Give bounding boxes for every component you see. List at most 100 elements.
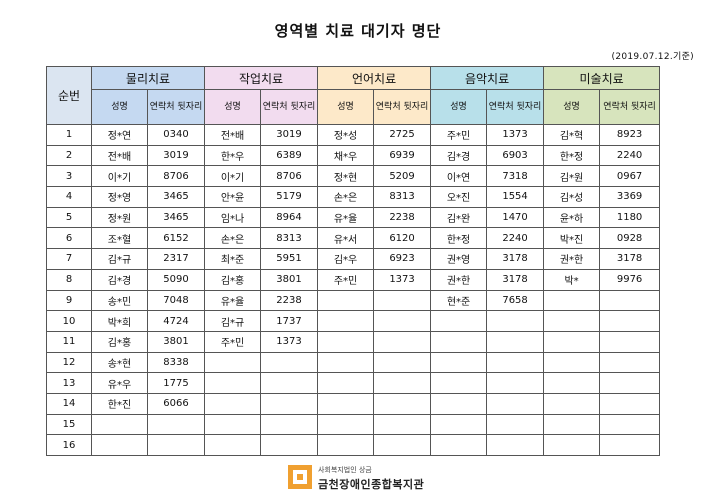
patient-name: 전*배 bbox=[204, 124, 262, 146]
patient-name: 김*규 bbox=[91, 248, 148, 270]
phone-suffix bbox=[599, 372, 661, 394]
table-row: 4 정*영 3465 안*윤 5179 손*은 8313 오*진 1554 김*성 3369 bbox=[46, 186, 661, 208]
phone-suffix: 3178 bbox=[486, 268, 545, 291]
phone-suffix: 7658 bbox=[486, 289, 545, 312]
phone-suffix bbox=[373, 289, 432, 312]
sequence-number: 7 bbox=[46, 248, 92, 270]
phone-suffix bbox=[599, 351, 661, 374]
patient-name bbox=[430, 392, 488, 415]
page-title: 영역별 치료 대기자 명단 bbox=[274, 22, 442, 40]
patient-name bbox=[543, 289, 601, 312]
table-row: 9 송*민 7048 유*율 2238 현*준 7658 bbox=[46, 289, 661, 312]
phone-suffix bbox=[486, 413, 545, 436]
phone-suffix bbox=[373, 434, 432, 456]
table-row: 11 김*홍 3801 주*민 1373 bbox=[46, 330, 661, 353]
patient-name bbox=[430, 330, 488, 353]
phone-suffix bbox=[260, 392, 319, 415]
phone-suffix: 1554 bbox=[486, 186, 545, 208]
phone-suffix: 2240 bbox=[599, 144, 661, 167]
phone-suffix: 6923 bbox=[373, 248, 432, 270]
phone-suffix: 3178 bbox=[599, 248, 661, 270]
patient-name: 주*민 bbox=[204, 330, 262, 353]
phone-suffix bbox=[486, 392, 545, 415]
phone-suffix bbox=[373, 310, 432, 332]
phone-suffix: 3465 bbox=[146, 206, 206, 229]
phone-suffix: 2725 bbox=[373, 124, 432, 146]
sequence-number: 14 bbox=[46, 392, 92, 415]
patient-name: 송*현 bbox=[91, 351, 148, 374]
patient-name: 김*경 bbox=[430, 144, 488, 167]
phone-suffix: 2238 bbox=[260, 289, 319, 312]
patient-name bbox=[543, 310, 601, 332]
patient-name: 정*원 bbox=[91, 206, 148, 229]
patient-name bbox=[204, 413, 262, 436]
phone-suffix: 3801 bbox=[146, 330, 206, 353]
phone-suffix: 8706 bbox=[260, 165, 319, 188]
phone-suffix: 3019 bbox=[260, 124, 319, 146]
phone-suffix: 1775 bbox=[146, 372, 206, 394]
phone-suffix: 8964 bbox=[260, 206, 319, 229]
phone-suffix: 1737 bbox=[260, 310, 319, 332]
phone-suffix bbox=[260, 434, 319, 456]
patient-name bbox=[430, 351, 488, 374]
logo-mark-icon bbox=[288, 465, 312, 489]
patient-name: 한*정 bbox=[430, 227, 488, 250]
phone-suffix: 7048 bbox=[146, 289, 206, 312]
phone-suffix bbox=[486, 310, 545, 332]
patient-name: 이*연 bbox=[430, 165, 488, 188]
patient-name bbox=[430, 434, 488, 456]
patient-name bbox=[430, 372, 488, 394]
phone-suffix: 7318 bbox=[486, 165, 545, 188]
phone-suffix bbox=[260, 351, 319, 374]
patient-name: 권*한 bbox=[430, 268, 488, 291]
patient-name bbox=[317, 372, 375, 394]
patient-name: 김*원 bbox=[543, 165, 601, 188]
patient-name: 채*우 bbox=[317, 144, 375, 167]
phone-suffix: 6939 bbox=[373, 144, 432, 167]
phone-suffix bbox=[486, 434, 545, 456]
phone-suffix bbox=[486, 330, 545, 353]
patient-name: 김*경 bbox=[91, 268, 148, 291]
table-row: 3 이*기 8706 이*기 8706 정*현 5209 이*연 7318 김*원 0967 bbox=[46, 165, 661, 188]
sequence-number: 13 bbox=[46, 372, 92, 394]
patient-name: 임*나 bbox=[204, 206, 262, 229]
patient-name: 김*성 bbox=[543, 186, 601, 208]
patient-name: 김*규 bbox=[204, 310, 262, 332]
sequence-number: 15 bbox=[46, 413, 92, 436]
phone-suffix bbox=[260, 413, 319, 436]
patient-name bbox=[543, 372, 601, 394]
sequence-number: 11 bbox=[46, 330, 92, 353]
category-header-speech: 언어치료 bbox=[317, 66, 432, 90]
phone-suffix: 6389 bbox=[260, 144, 319, 167]
phone-suffix: 8313 bbox=[260, 227, 319, 250]
patient-name bbox=[317, 351, 375, 374]
patient-name bbox=[317, 434, 375, 456]
patient-name: 손*은 bbox=[317, 186, 375, 208]
patient-name: 손*은 bbox=[204, 227, 262, 250]
patient-name bbox=[204, 351, 262, 374]
phone-suffix bbox=[373, 413, 432, 436]
phone-suffix: 3801 bbox=[260, 268, 319, 291]
phone-suffix: 0340 bbox=[146, 124, 206, 146]
patient-name bbox=[430, 310, 488, 332]
phone-suffix: 1470 bbox=[486, 206, 545, 229]
phone-suffix: 3019 bbox=[146, 144, 206, 167]
patient-name bbox=[430, 413, 488, 436]
phone-column-header: 연락처 뒷자리 bbox=[373, 89, 432, 125]
category-header-art: 미술치료 bbox=[543, 66, 661, 90]
patient-name: 권*한 bbox=[543, 248, 601, 270]
phone-suffix: 4724 bbox=[146, 310, 206, 332]
sequence-number: 12 bbox=[46, 351, 92, 374]
patient-name: 이*기 bbox=[204, 165, 262, 188]
phone-suffix: 9976 bbox=[599, 268, 661, 291]
phone-suffix: 1373 bbox=[373, 268, 432, 291]
phone-suffix: 5209 bbox=[373, 165, 432, 188]
patient-name bbox=[543, 413, 601, 436]
name-column-header: 성명 bbox=[317, 89, 375, 125]
patient-name: 주*민 bbox=[317, 268, 375, 291]
phone-suffix bbox=[599, 289, 661, 312]
phone-suffix: 3369 bbox=[599, 186, 661, 208]
patient-name: 정*성 bbox=[317, 124, 375, 146]
phone-suffix: 8313 bbox=[373, 186, 432, 208]
patient-name bbox=[91, 413, 148, 436]
